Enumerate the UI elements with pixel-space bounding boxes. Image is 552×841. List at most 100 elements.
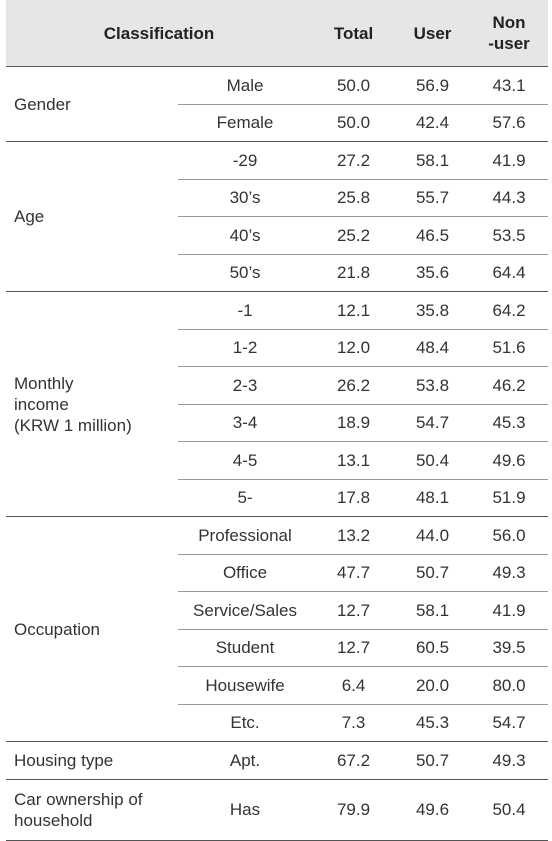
table-row: Female 50.0 42.4 57.6 [6,103,549,142]
value-cell: 13.1 [312,441,396,479]
sub-label: 4-5 [178,441,313,479]
value-cell: 46.5 [395,216,471,254]
sub-label: Housewife [178,666,313,704]
value-cell: 58.1 [395,591,471,629]
group-label: Gender [6,66,178,142]
data-table: Classification Total User Non -user Gend… [6,0,549,841]
sub-label: 50’s [178,253,313,292]
value-cell: 53.5 [470,216,549,254]
sub-label: -1 [178,291,313,329]
sub-label: Student [178,628,313,667]
value-cell: 7.3 [312,703,396,742]
value-cell: 56.0 [470,516,549,554]
table-row: 30’s 25.8 55.7 44.3 [6,178,549,217]
value-cell: 41.9 [470,141,549,179]
sub-label: Service/Sales [178,591,313,629]
value-cell: 12.1 [312,291,396,329]
header-cell: Total [312,0,396,67]
table-row: Gender Male 50.0 56.9 43.1 [6,66,549,142]
value-cell: 55.7 [395,178,471,217]
value-cell: 25.2 [312,216,396,254]
value-cell: 58.1 [395,141,471,179]
value-cell: 50.0 [312,103,396,142]
sub-label: Office [178,553,313,592]
value-cell: 17.8 [312,478,396,517]
value-cell: 60.5 [395,628,471,667]
table-row: 3-4 18.9 54.7 45.3 [6,403,549,442]
sub-label: Male [178,66,313,104]
table-body: Gender Male 50.0 56.9 43.1 Female 50.0 42.4 57.6… [6,66,549,841]
header-cell: Classification [6,0,313,67]
table-row: 2-3 26.2 53.8 46.2 [6,366,549,404]
header-cell: User [395,0,471,67]
group-label: Monthly income (KRW 1 million) [6,291,178,517]
table-row: Housewife 6.4 20.0 80.0 [6,666,549,704]
sub-label: Apt. [178,741,313,779]
value-cell: 25.8 [312,178,396,217]
value-cell: 39.5 [470,628,549,667]
group-label: Housing type [6,741,178,779]
value-cell: 26.2 [312,366,396,404]
value-cell: 54.7 [470,703,549,742]
sub-label: 40’s [178,216,313,254]
value-cell: 50.4 [395,441,471,479]
value-cell: 50.4 [470,778,549,841]
value-cell: 50.0 [312,66,396,104]
sub-label: 1-2 [178,328,313,367]
sub-label: 2-3 [178,366,313,404]
value-cell: 35.6 [395,253,471,292]
value-cell: 44.0 [395,516,471,554]
value-cell: 45.3 [395,703,471,742]
sub-label: Etc. [178,703,313,742]
table-row: 5- 17.8 48.1 51.9 [6,478,549,517]
table-row: 40’s 25.2 46.5 53.5 [6,216,549,254]
sub-label: 3-4 [178,403,313,442]
sub-label: Has [178,778,313,841]
value-cell: 44.3 [470,178,549,217]
value-cell: 12.7 [312,591,396,629]
table-row: 4-5 13.1 50.4 49.6 [6,441,549,479]
value-cell: 50.7 [395,553,471,592]
group-label: Age [6,141,178,292]
value-cell: 50.7 [395,741,471,779]
value-cell: 35.8 [395,291,471,329]
value-cell: 79.9 [312,778,396,841]
value-cell: 27.2 [312,141,396,179]
value-cell: 54.7 [395,403,471,442]
sub-label: Female [178,103,313,142]
table-row: Etc. 7.3 45.3 54.7 [6,703,549,742]
table-row: 50’s 21.8 35.6 64.4 [6,253,549,292]
sub-label: 5- [178,478,313,517]
value-cell: 49.6 [395,778,471,841]
value-cell: 42.4 [395,103,471,142]
table-row: Age -29 27.2 58.1 41.9 [6,141,549,292]
value-cell: 51.9 [470,478,549,517]
value-cell: 64.4 [470,253,549,292]
value-cell: 80.0 [470,666,549,704]
value-cell: 64.2 [470,291,549,329]
value-cell: 41.9 [470,591,549,629]
value-cell: 13.2 [312,516,396,554]
value-cell: 12.7 [312,628,396,667]
group-label: Car ownership of household [6,778,178,841]
table-row: Occupation Professional 13.2 44.0 56.0 [6,516,549,742]
table-row: Student 12.7 60.5 39.5 [6,628,549,667]
value-cell: 12.0 [312,328,396,367]
table-row: Monthly income (KRW 1 million) -1 12.1 35.8… [6,291,549,517]
value-cell: 53.8 [395,366,471,404]
table-row: Office 47.7 50.7 49.3 [6,553,549,592]
table-row: Service/Sales 12.7 58.1 41.9 [6,591,549,629]
value-cell: 6.4 [312,666,396,704]
value-cell: 67.2 [312,741,396,779]
value-cell: 49.3 [470,741,549,779]
value-cell: 57.6 [470,103,549,142]
value-cell: 43.1 [470,66,549,104]
table-row: Housing type Apt. 67.2 50.7 49.3 [6,741,549,779]
sub-label: Professional [178,516,313,554]
value-cell: 45.3 [470,403,549,442]
value-cell: 47.7 [312,553,396,592]
value-cell: 48.4 [395,328,471,367]
table-row: 1-2 12.0 48.4 51.6 [6,328,549,367]
value-cell: 46.2 [470,366,549,404]
